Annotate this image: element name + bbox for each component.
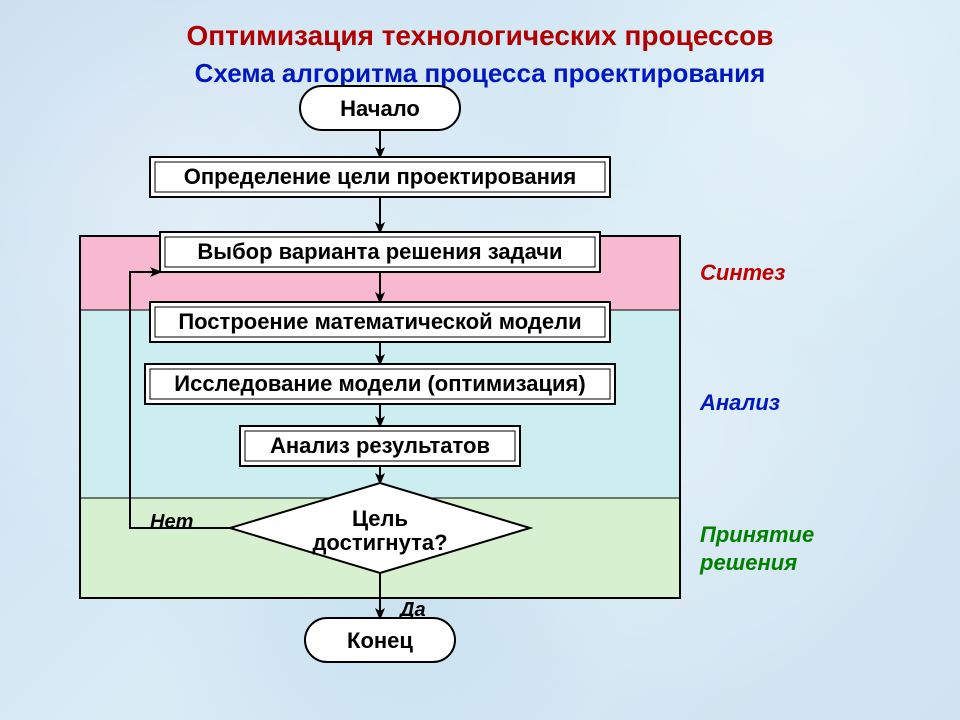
edge-label-no: Нет — [150, 511, 193, 533]
zone-label-decision-1: Принятие — [700, 522, 814, 547]
node-start-label: Начало — [340, 96, 420, 121]
node-study-label: Исследование модели (оптимизация) — [174, 371, 585, 396]
node-model-label: Построение математической модели — [178, 309, 581, 334]
title-main: Оптимизация технологических процессов — [186, 20, 773, 51]
zone-label-analysis: Анализ — [699, 390, 780, 415]
flowchart-canvas: Синтез Анализ Принятие решения Оптимизация т… — [0, 0, 960, 720]
zone-label-synthesis: Синтез — [700, 260, 785, 285]
node-results-label: Анализ результатов — [270, 433, 490, 458]
zone-label-decision-2: решения — [699, 550, 797, 575]
node-decide-label2: достигнута? — [312, 530, 447, 555]
title-sub: Схема алгоритма процесса проектирования — [195, 58, 766, 88]
node-goal-label: Определение цели проектирования — [184, 164, 576, 189]
node-end-label: Конец — [347, 628, 413, 653]
node-choice-label: Выбор варианта решения задачи — [197, 239, 562, 264]
node-decide-label1: Цель — [352, 506, 408, 531]
